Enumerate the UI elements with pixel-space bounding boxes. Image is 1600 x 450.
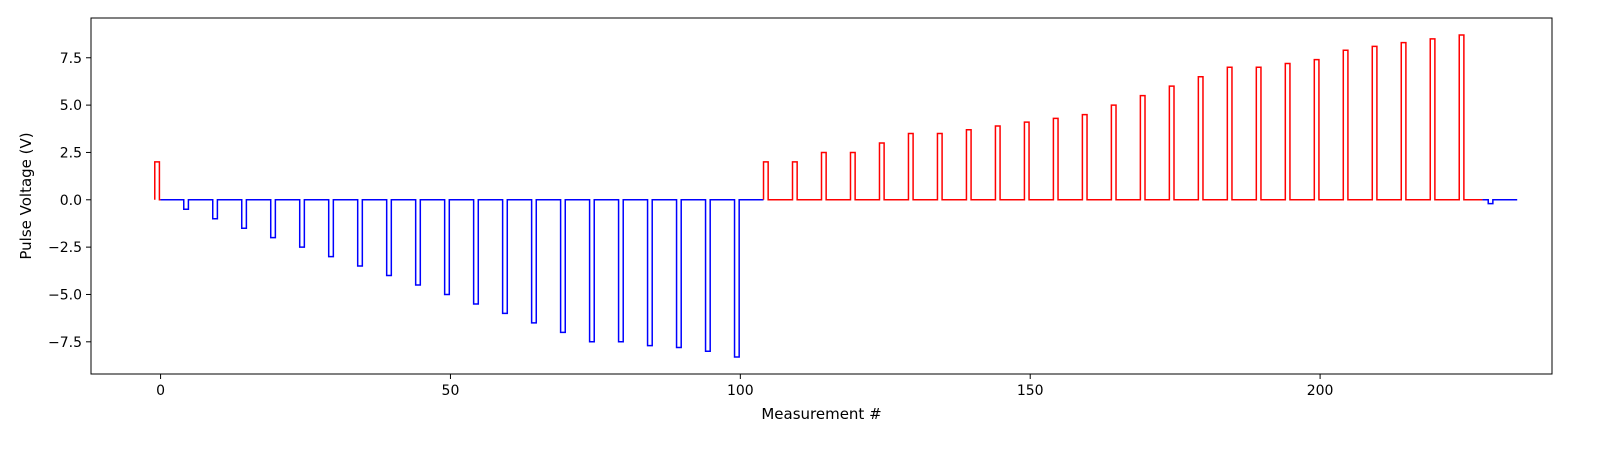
y-axis-ticks: −7.5 −5.0 −2.5 0.0 2.5 5.0 7.5 <box>48 51 91 351</box>
x-axis-label: Measurement # <box>761 405 881 423</box>
x-tick-label: 150 <box>1017 383 1044 399</box>
series-layer <box>154 34 1518 358</box>
x-tick-label: 100 <box>727 383 754 399</box>
y-tick-label: 5.0 <box>60 98 82 114</box>
y-tick-label: −5.0 <box>48 287 82 303</box>
y-tick-label: −7.5 <box>48 335 82 351</box>
x-tick-label: 50 <box>442 383 460 399</box>
plot-area-frame <box>90 17 1553 375</box>
y-tick-label: 7.5 <box>60 51 82 67</box>
x-axis-ticks: 0 50 100 150 200 <box>156 374 1333 399</box>
series-line-1 <box>160 199 764 358</box>
series-line-0 <box>154 161 161 201</box>
x-tick-label: 0 <box>156 383 165 399</box>
x-tick-label: 200 <box>1307 383 1334 399</box>
y-axis-label: Pulse Voltage (V) <box>17 132 35 259</box>
y-tick-label: 2.5 <box>60 145 82 161</box>
y-tick-label: 0.0 <box>60 193 82 209</box>
series-line-3 <box>1482 199 1518 205</box>
y-tick-label: −2.5 <box>48 240 82 256</box>
series-line-2 <box>762 34 1483 201</box>
